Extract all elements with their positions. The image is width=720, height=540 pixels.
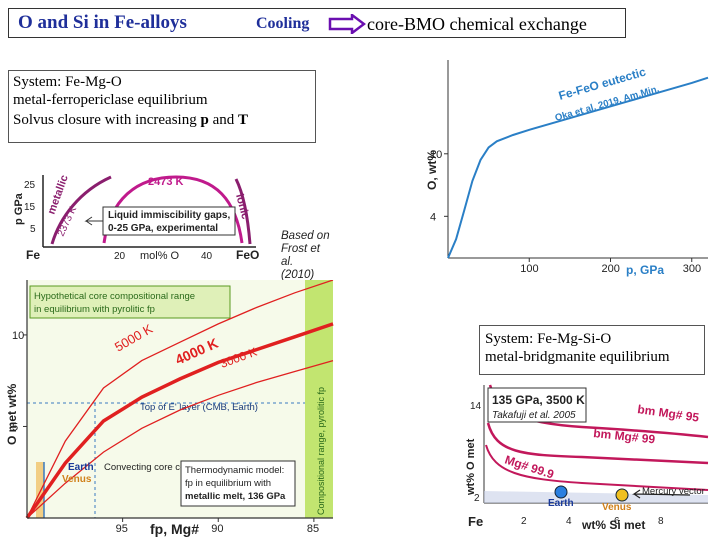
system1-line3: Solvus closure with increasing p and T (13, 112, 249, 128)
x-tick-label: 100 (520, 263, 538, 275)
exchange-label: core-BMO chemical exchange (367, 14, 587, 34)
venus-marker (615, 488, 629, 502)
venus-range (36, 462, 44, 518)
bm-title: 135 GPa, 3500 K (492, 393, 585, 407)
xtick-20: 20 (114, 251, 126, 262)
venus-label: Venus (602, 502, 632, 513)
slide-title: O and Si in Fe-alloys (18, 12, 187, 33)
curve-3000k (26, 359, 334, 519)
pyrolitic-fp-band (305, 280, 333, 518)
band-label: Compositional range, pyrolitic fp (316, 387, 326, 515)
xtick-4: 4 (566, 516, 572, 527)
x-axis-label: wt% Si met (581, 518, 645, 532)
xtick-fe: Fe (26, 248, 40, 262)
frost-note: Based on Frost et al. (2010) (281, 230, 330, 281)
system1-line1: System: Fe-Mg-O (13, 74, 122, 90)
x-tick-label: 90 (211, 523, 223, 535)
bm-source: Takafuji et al. 2005 (492, 410, 576, 421)
system2-line2: metal-bridgmanite equilibrium (485, 349, 670, 365)
title-bar (8, 8, 626, 38)
bridgmanite-chart: 135 GPa, 3500 K Takafuji et al. 2005 bm … (465, 384, 710, 532)
xtick-6: 6 (614, 516, 620, 527)
curve-5000k (26, 280, 334, 519)
curve-mg999 (485, 444, 709, 491)
earth-label: Earth (548, 498, 574, 509)
x-axis-label: p, GPa (626, 263, 664, 277)
curve-2373k-ionic (234, 178, 252, 245)
ytick-25: 25 (24, 180, 36, 191)
right-arrow-icon (328, 14, 366, 34)
curve-4000k (25, 322, 334, 520)
earth-marker (554, 485, 568, 499)
xtick-2: 2 (521, 516, 527, 527)
x-tick-label: 200 (602, 263, 620, 275)
y-tick-label: 4 (430, 211, 436, 223)
x-tick-label: 300 (683, 263, 701, 275)
xtick-feo: FeO (236, 248, 259, 262)
curve-mg99 (486, 422, 709, 465)
y-axis-label: wt% O met (465, 438, 477, 496)
model-line2: fp in equilibrium with (185, 478, 271, 489)
x-tick-label: 95 (116, 523, 128, 535)
system2-line1: System: Fe-Mg-Si-O (485, 331, 612, 347)
mercury-arrow (632, 489, 691, 499)
y-tick-label: 10 (12, 330, 24, 342)
immiscibility-label-1: Liquid immiscibility gaps, (108, 210, 230, 221)
ytick-5: 5 (30, 224, 36, 235)
mercury-label: Mercury vector (642, 486, 705, 497)
y-tick-label: 5 (12, 421, 18, 433)
y-axis-label: O, wt% (425, 150, 439, 190)
model-line1: Thermodynamic model: (185, 465, 284, 476)
x-axis-label: mol% O (140, 250, 180, 262)
label-mg99: bm Mg# 99 (593, 426, 656, 446)
cooling-label: Cooling (256, 15, 310, 32)
core-range-chart: Compositional range, pyrolitic fp Hypoth… (5, 280, 334, 537)
x-axis-label: fp, Mg# (150, 521, 199, 537)
earth-label: Earth (68, 462, 94, 473)
top-e-layer-label: Top of E' layer (CMB, Earth) (140, 402, 258, 413)
callout-line1: Hypothetical core compositional range (34, 291, 195, 302)
system1-line2: metal-ferropericlase equilibrium (13, 92, 208, 108)
xtick-40: 40 (201, 251, 213, 262)
ytick-15: 15 (24, 202, 36, 213)
y-axis-label: O met wt% (5, 383, 19, 445)
ytick-2: 2 (474, 493, 480, 504)
convecting-label: Convecting core compositions (104, 462, 231, 473)
ytick-14: 14 (470, 401, 482, 412)
y-axis-label: p GPa (13, 192, 25, 225)
curve-2373k-metallic (50, 175, 112, 245)
model-line3: metallic melt, 136 GPa (185, 491, 286, 502)
y-tick-label: 10 (430, 149, 442, 161)
immiscibility-label-2: 0-25 GPa, experimental (108, 223, 218, 234)
eutectic-curve (447, 76, 709, 259)
system-fe-mg-si-o-box: System: Fe-Mg-Si-O metal-bridgmanite equ… (479, 325, 705, 375)
x-tick-label: 85 (307, 523, 319, 535)
venus-label: Venus (62, 474, 92, 485)
system-fe-mg-o-box: System: Fe-Mg-O metal-ferropericlase equ… (8, 70, 316, 143)
callout-line2: in equilibrium with pyrolitic fp (34, 304, 155, 315)
label-2473k: 2473 K (148, 176, 184, 188)
xtick-fe: Fe (468, 514, 483, 529)
phase-diagram-chart: metallic ionic 2473 K 2373 K Liquid immi… (8, 155, 280, 265)
xtick-8: 8 (658, 516, 664, 527)
